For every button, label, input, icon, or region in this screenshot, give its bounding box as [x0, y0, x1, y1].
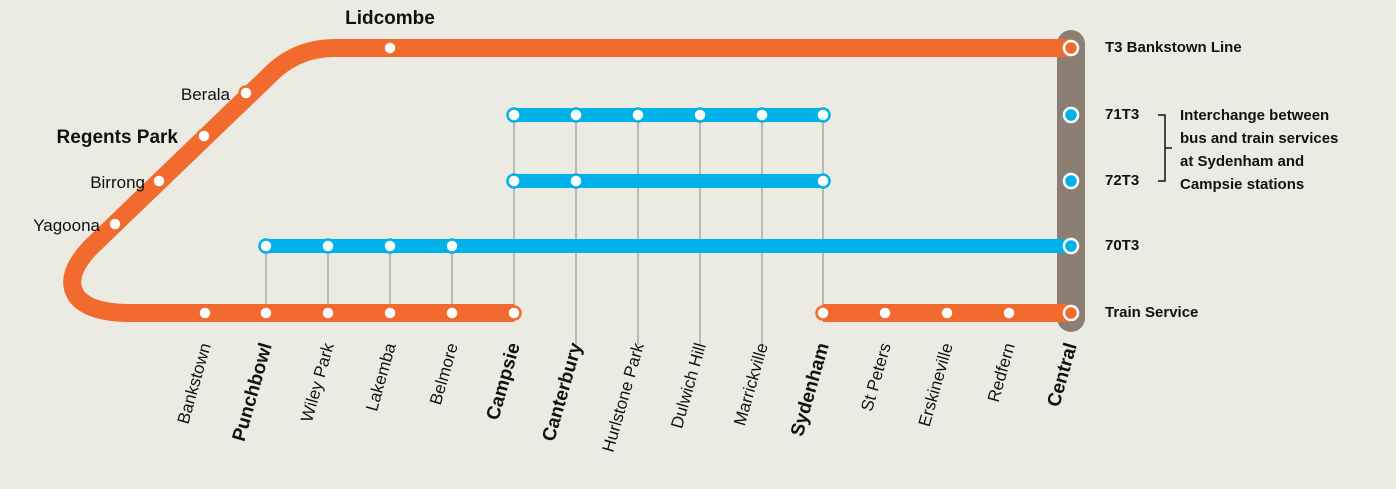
station-dot	[382, 238, 398, 254]
station-dot	[382, 40, 398, 56]
station-dot	[568, 107, 584, 123]
central-dot	[1062, 172, 1080, 190]
station-label: Hurlstone Park	[599, 340, 648, 454]
station-label: St Peters	[857, 341, 895, 413]
station-label: Lidcombe	[345, 8, 435, 29]
central-dot	[1062, 39, 1080, 57]
station-dot	[258, 305, 274, 321]
central-dot	[1062, 237, 1080, 255]
station-dot	[877, 305, 893, 321]
station-dot	[568, 173, 584, 189]
station-label: Regents Park	[57, 127, 179, 148]
line-label: Train Service	[1105, 304, 1198, 321]
line-label: T3 Bankstown Line	[1105, 39, 1242, 56]
note-line: Campsie stations	[1180, 176, 1304, 193]
line-label: 72T3	[1105, 172, 1139, 189]
line-label: 71T3	[1105, 106, 1139, 123]
station-dot	[630, 107, 646, 123]
station-label: Marrickville	[730, 341, 772, 428]
station-dot	[754, 107, 770, 123]
station-label: Sydenham	[787, 341, 834, 439]
station-label: Lakemba	[362, 340, 400, 413]
station-dot	[320, 305, 336, 321]
connectors	[265, 115, 824, 345]
station-label: Campsie	[483, 341, 525, 423]
station-dot	[692, 107, 708, 123]
note-line: bus and train services	[1180, 130, 1338, 147]
station-dot	[107, 216, 123, 232]
station-dot	[151, 173, 167, 189]
station-label: Erskineville	[915, 341, 957, 429]
station-label: Birrong	[90, 173, 145, 192]
central-dot	[1062, 304, 1080, 322]
station-label: Yagoona	[33, 216, 100, 235]
station-dot	[258, 238, 274, 254]
station-label: Canterbury	[539, 340, 587, 444]
station-dot	[815, 173, 831, 189]
station-label: Central	[1044, 341, 1082, 410]
train-line	[63, 39, 1071, 322]
station-dot	[815, 305, 831, 321]
station-label: Redfern	[984, 341, 1019, 404]
station-label: Belmore	[426, 341, 462, 407]
station-label: Wiley Park	[297, 340, 338, 424]
station-dot	[320, 238, 336, 254]
note-line: at Sydenham and	[1180, 153, 1304, 170]
central-dot	[1062, 106, 1080, 124]
station-dot	[1001, 305, 1017, 321]
station-dots	[107, 39, 1080, 322]
station-dot	[506, 305, 522, 321]
station-dot	[506, 107, 522, 123]
station-label: Bankstown	[174, 341, 215, 426]
station-dot	[939, 305, 955, 321]
station-label: Berala	[181, 85, 231, 104]
bracket	[1158, 114, 1166, 182]
line-label: 70T3	[1105, 237, 1139, 254]
station-dot	[382, 305, 398, 321]
station-dot	[815, 107, 831, 123]
note-line: Interchange between	[1180, 107, 1329, 124]
station-dot	[197, 305, 213, 321]
station-dot	[444, 238, 460, 254]
station-dot	[444, 305, 460, 321]
station-label: Dulwich Hill	[667, 341, 709, 431]
bus-lines	[266, 108, 1071, 253]
station-label: Punchbowl	[229, 341, 277, 444]
station-dot	[238, 85, 254, 101]
station-dot	[506, 173, 522, 189]
station-dot	[196, 128, 212, 144]
